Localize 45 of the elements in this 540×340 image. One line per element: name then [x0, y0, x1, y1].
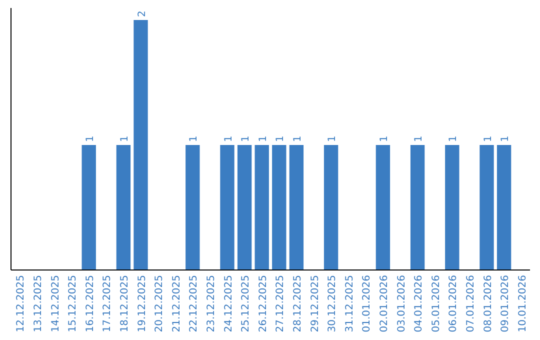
x-tick-label: 09.01.2026 — [500, 275, 512, 332]
data-label: 1 — [448, 136, 460, 142]
x-tick-label: 31.12.2025 — [344, 275, 356, 332]
data-label: 1 — [292, 136, 304, 142]
x-tick-label: 08.01.2026 — [482, 275, 494, 332]
data-label: 1 — [223, 136, 234, 142]
x-tick-label: 29.12.2025 — [310, 275, 321, 332]
x-tick-label: 14.12.2025 — [50, 275, 62, 332]
x-tick-label: 04.01.2026 — [414, 275, 425, 332]
data-label: 1 — [275, 136, 286, 142]
x-tick-label: 27.12.2025 — [275, 275, 286, 332]
x-tick-label: 19.12.2025 — [136, 275, 148, 332]
data-label: 1 — [327, 136, 338, 142]
x-tick-label: 05.01.2026 — [430, 275, 442, 332]
x-tick-label: 21.12.2025 — [171, 275, 182, 332]
x-tick-label: 16.12.2025 — [84, 275, 96, 332]
x-tick-label: 12.12.2025 — [16, 275, 27, 332]
data-label: 1 — [84, 136, 96, 142]
data-label: 1 — [378, 136, 390, 142]
x-tick-label: 23.12.2025 — [206, 275, 217, 332]
x-tick-label: 25.12.2025 — [240, 275, 252, 332]
x-tick-label: 26.12.2025 — [258, 275, 269, 332]
x-tick-label: 20.12.2025 — [154, 275, 166, 332]
x-tick-label: 17.12.2025 — [102, 275, 114, 332]
x-tick-label: 07.01.2026 — [465, 275, 476, 332]
data-label: 1 — [414, 136, 425, 142]
x-tick-label: 03.01.2026 — [396, 275, 408, 332]
x-tick-label: 02.01.2026 — [378, 275, 390, 332]
data-label: 1 — [188, 136, 200, 142]
data-label: 1 — [240, 136, 252, 142]
x-tick-label: 28.12.2025 — [292, 275, 304, 332]
x-tick-label: 13.12.2025 — [32, 275, 44, 332]
x-tick-label: 18.12.2025 — [119, 275, 130, 332]
x-tick-label: 01.01.2026 — [362, 275, 373, 332]
data-label: 1 — [119, 136, 130, 142]
data-label: 1 — [500, 136, 512, 142]
x-tick-label: 30.12.2025 — [327, 275, 338, 332]
x-tick-label: 22.12.2025 — [188, 275, 200, 332]
data-label: 1 — [258, 136, 269, 142]
x-tick-label: 06.01.2026 — [448, 275, 460, 332]
data-label: 2 — [136, 10, 148, 17]
x-tick-label: 10.01.2026 — [517, 275, 528, 332]
x-tick-label: 24.12.2025 — [223, 275, 234, 332]
data-label: 1 — [482, 136, 494, 142]
x-tick-label: 15.12.2025 — [68, 275, 79, 332]
